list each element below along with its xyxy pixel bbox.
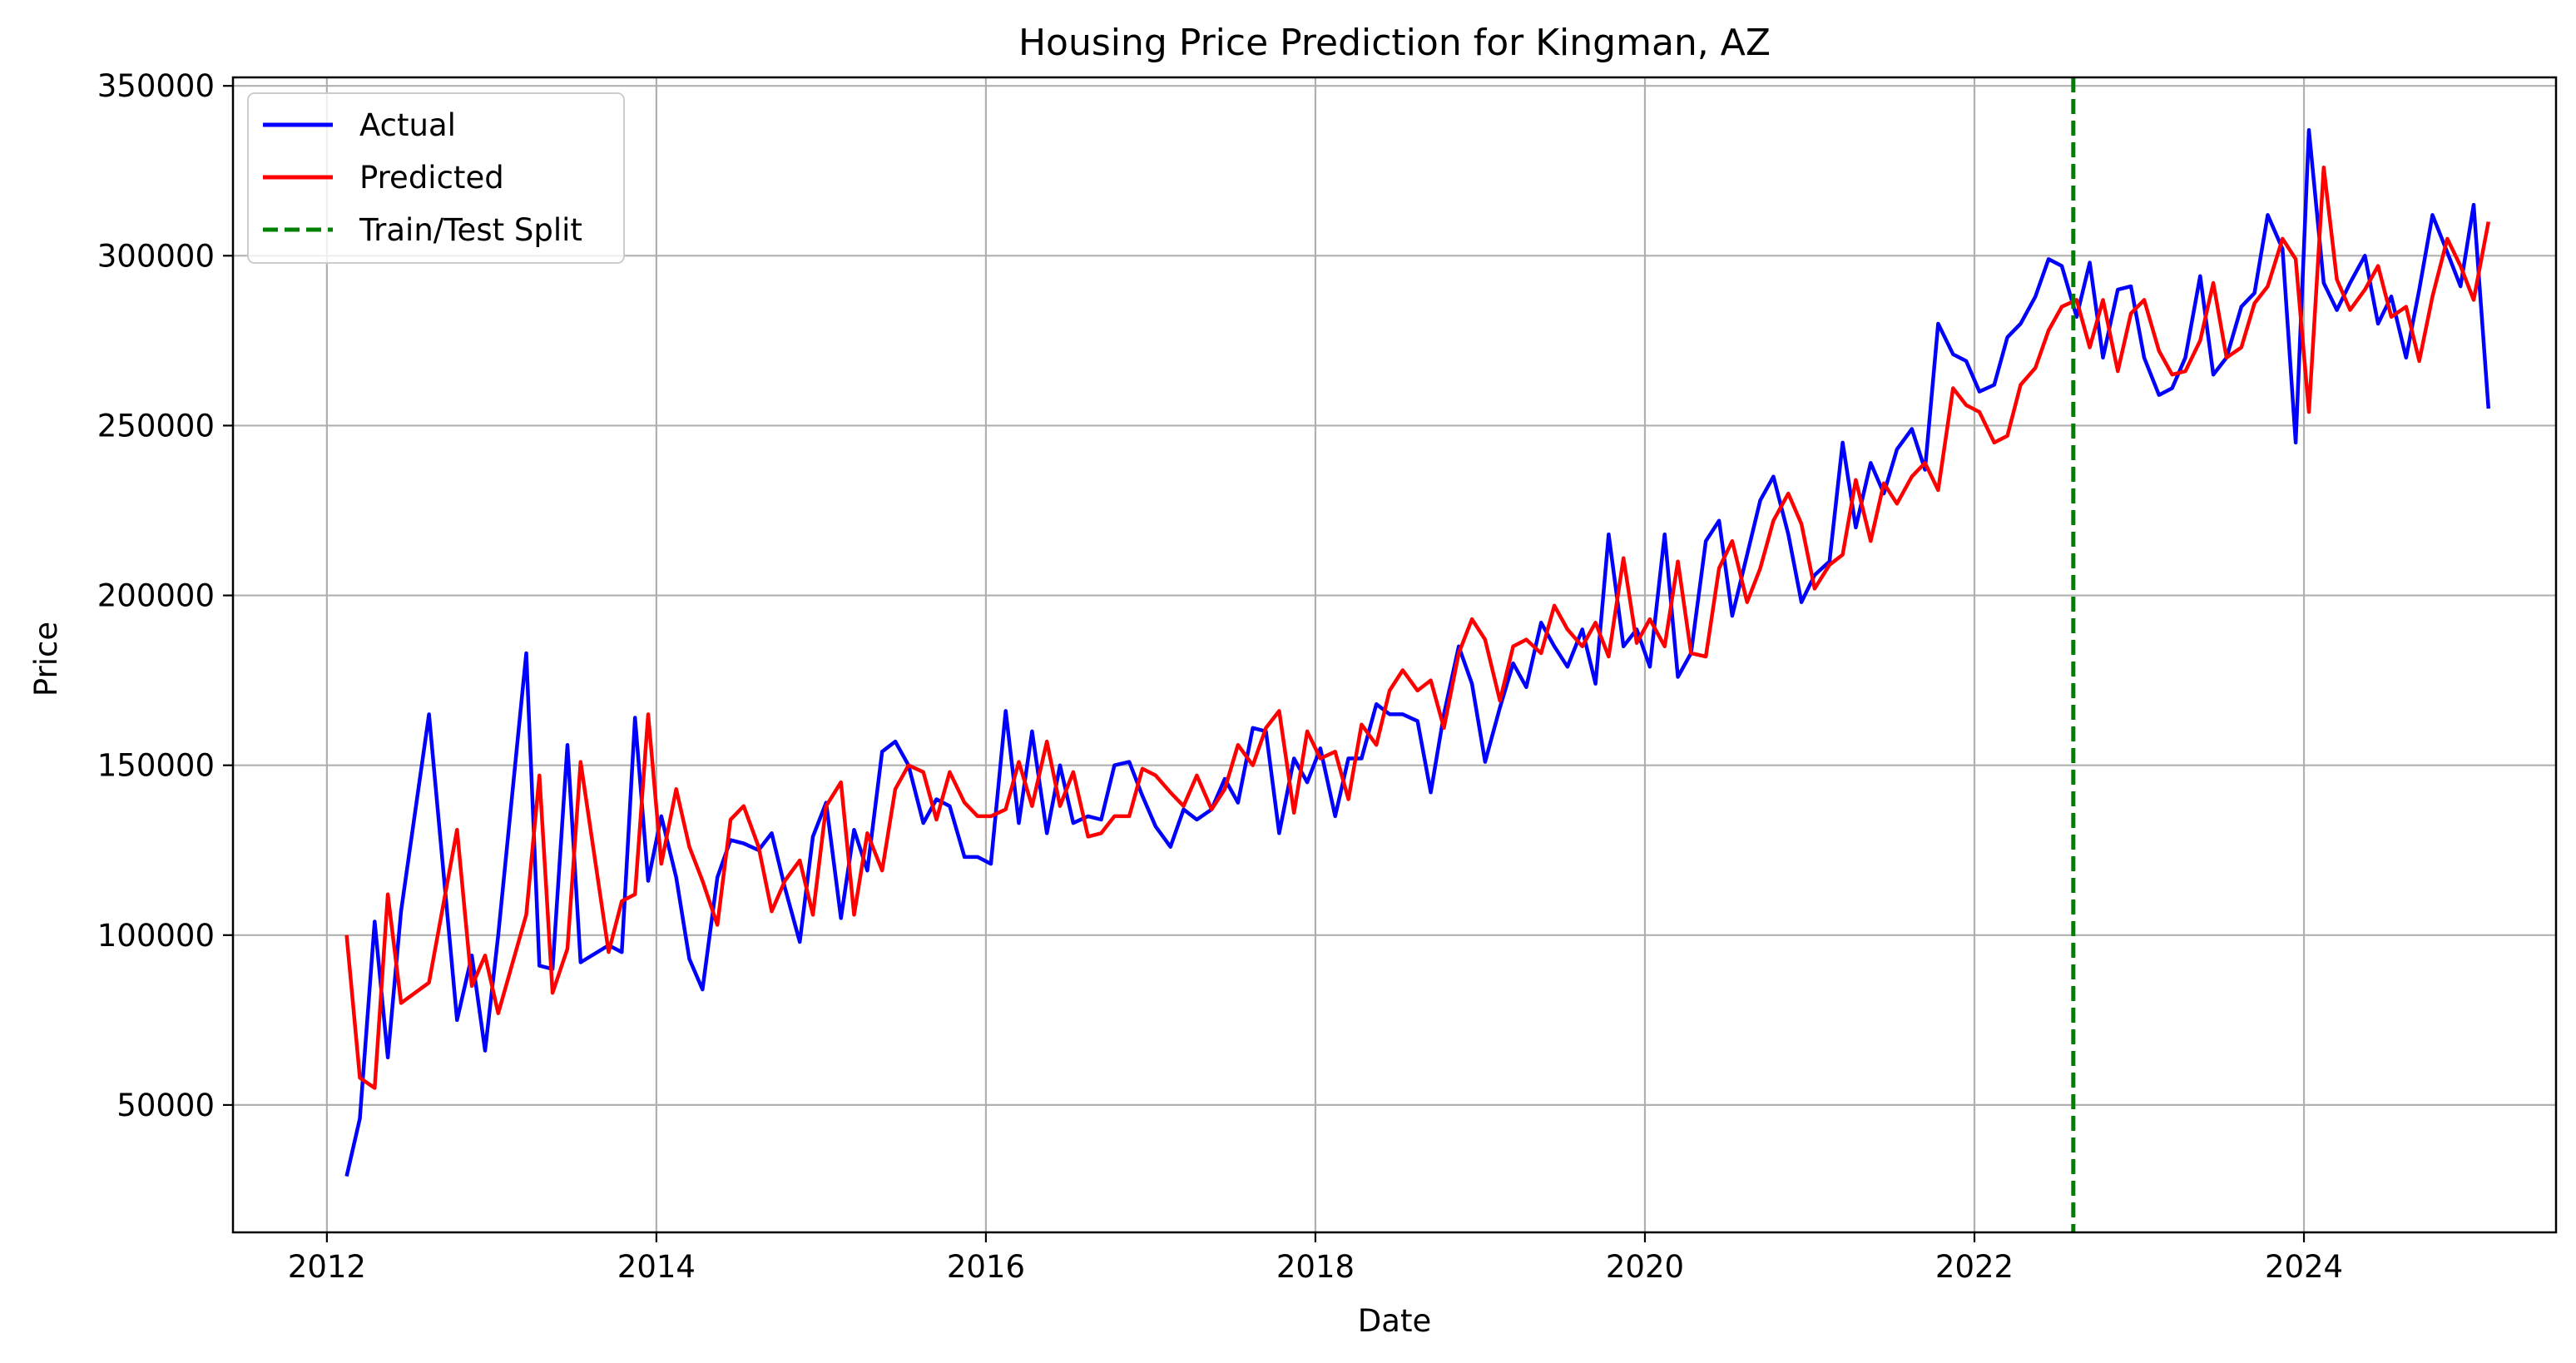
legend-box: [247, 92, 625, 264]
chart-title: Housing Price Prediction for Kingman, AZ: [1018, 22, 1771, 64]
y-tick-label: 350000: [97, 68, 215, 104]
y-axis-ticks: 50000 100000 150000 200000 250000 300000 35000…: [97, 68, 233, 1123]
series-line-actual: [344, 128, 2491, 1177]
y-tick-label: 300000: [97, 238, 215, 274]
y-tick-label: 50000: [116, 1088, 215, 1123]
x-tick-label: 2012: [288, 1249, 366, 1285]
y-tick-label: 250000: [97, 408, 215, 444]
series: [344, 128, 2491, 1177]
series-line-predicted: [344, 165, 2491, 1090]
legend: Actual Predicted Train/Test Split: [247, 92, 625, 264]
x-tick-label: 2022: [1935, 1249, 2014, 1285]
y-axis-title: Price: [28, 622, 64, 696]
x-tick-label: 2018: [1276, 1249, 1355, 1285]
x-axis-ticks: 2012 2014 2016 2018 2020 2022 2024: [288, 1232, 2343, 1285]
y-tick-label: 200000: [97, 578, 215, 614]
legend-split-label: Train/Test Split: [359, 212, 582, 248]
x-tick-label: 2020: [1606, 1249, 1684, 1285]
y-tick-label: 150000: [97, 748, 215, 784]
legend-predicted-label: Predicted: [359, 160, 504, 196]
x-axis-title: Date: [1358, 1303, 1431, 1339]
x-tick-label: 2014: [617, 1249, 696, 1285]
plot-frame: [231, 76, 2558, 1234]
x-tick-label: 2024: [2265, 1249, 2343, 1285]
y-tick-label: 100000: [97, 918, 215, 954]
x-tick-label: 2016: [947, 1249, 1025, 1285]
grid: [233, 77, 2556, 1232]
legend-actual-label: Actual: [359, 107, 456, 143]
